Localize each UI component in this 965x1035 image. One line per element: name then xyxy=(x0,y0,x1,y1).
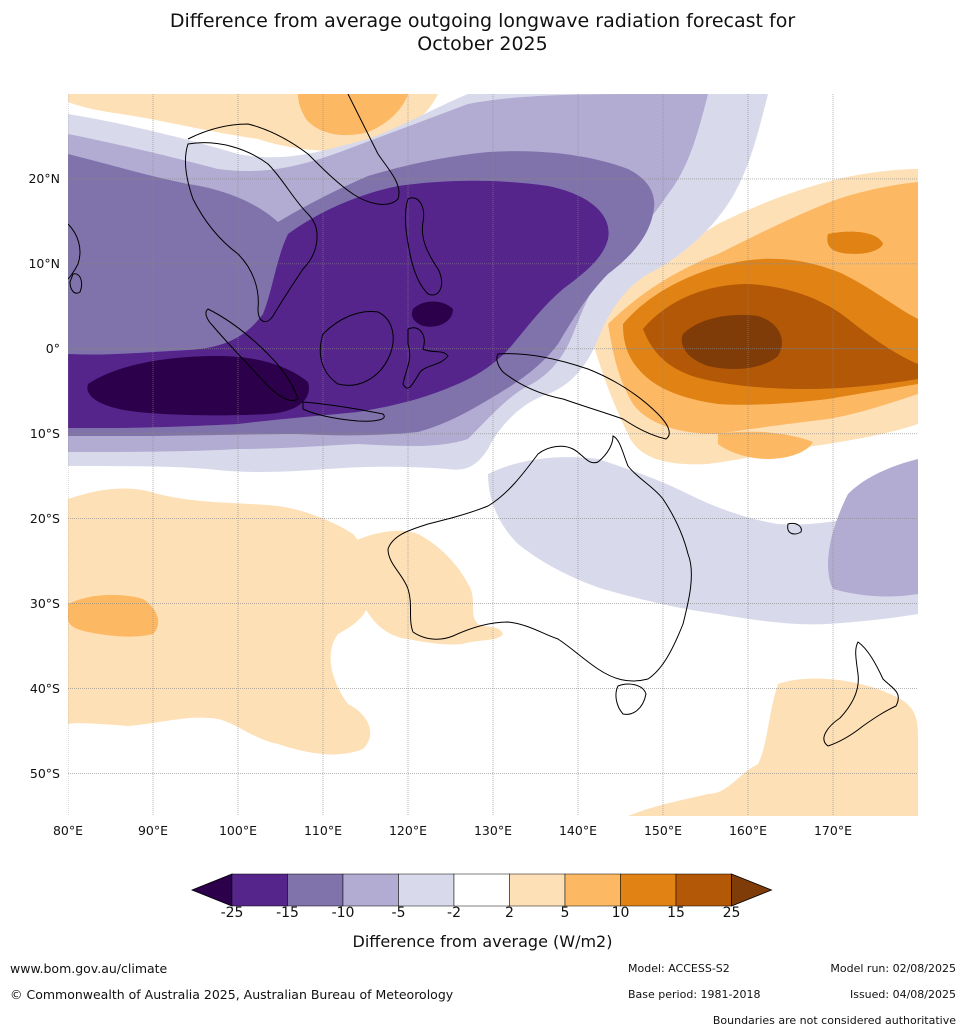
colorbar-label: Difference from average (W/m2) xyxy=(352,932,613,951)
longitude-label: 100°E xyxy=(218,823,257,838)
latitude-label: 10°S xyxy=(29,425,60,441)
anomaly-map xyxy=(68,94,918,816)
colorbar-segment xyxy=(342,873,399,907)
colorbar-tick-label: -2 xyxy=(447,905,461,921)
colorbar-segment xyxy=(509,873,566,907)
footer-disclaimer: Boundaries are not considered authoritat… xyxy=(712,1014,956,1027)
fiji-outline xyxy=(787,523,802,535)
australia-outline xyxy=(387,435,692,682)
colorbar-segment xyxy=(620,873,677,907)
colorbar-tick-label: 10 xyxy=(611,905,630,921)
contour-pos-5-10-coral xyxy=(718,431,813,459)
colorbar-tick-label: -15 xyxy=(276,905,299,921)
sri-lanka-outline xyxy=(69,273,83,294)
footer-website: www.bom.gov.au/climate xyxy=(10,961,168,976)
colorbar-tick-label: -10 xyxy=(331,905,355,921)
new-zealand-outline xyxy=(823,641,899,747)
contour-pos-10-15-north xyxy=(827,231,883,254)
footer-model: Model: ACCESS-S2 xyxy=(628,962,730,975)
longitude-label: 140°E xyxy=(558,823,597,838)
latitude-label: 50°S xyxy=(29,765,60,781)
colorbar-segment xyxy=(287,873,344,907)
contour-pos-5-10-north xyxy=(298,94,408,136)
india-tip-outline xyxy=(68,223,81,280)
contour-neg-25-sulawesi xyxy=(411,301,453,327)
longitude-label: 150°E xyxy=(643,823,682,838)
tasmania-outline xyxy=(615,683,647,715)
latitude-label: 0° xyxy=(45,340,60,356)
borneo-outline xyxy=(319,310,394,386)
colorbar-segment xyxy=(231,873,288,907)
colorbar-tick-label: 15 xyxy=(667,905,685,921)
longitude-label: 110°E xyxy=(303,823,342,838)
longitude-label: 80°E xyxy=(52,823,84,838)
sumatra-outline xyxy=(205,308,299,401)
contour-pos-2-5-aus-west xyxy=(348,530,503,645)
sulawesi-outline xyxy=(402,327,449,389)
contour-neg-5-10-south-pacific xyxy=(828,459,918,597)
footer-model-run: Model run: 02/08/2025 xyxy=(830,962,956,975)
new-guinea-outline xyxy=(496,353,670,440)
longitude-label: 170°E xyxy=(813,823,852,838)
colorbar xyxy=(190,873,773,907)
contour-pos-2-5-south-indian xyxy=(68,488,371,755)
colorbar-segment xyxy=(675,873,732,907)
colorbar-segment xyxy=(564,873,621,907)
latitude-label: 10°N xyxy=(28,255,60,271)
contour-neg-2-5-aus xyxy=(488,457,918,625)
footer-issued: Issued: 04/08/2025 xyxy=(849,988,956,1001)
chart-title: Difference from average outgoing longwav… xyxy=(0,10,965,56)
footer-base-period: Base period: 1981-2018 xyxy=(628,988,761,1001)
colorbar-extend-max xyxy=(731,873,773,907)
colorbar-tick-label: 5 xyxy=(560,905,570,921)
java-outline xyxy=(302,401,385,422)
colorbar-extend-min xyxy=(190,873,233,907)
contour-pos-25-pacific xyxy=(681,314,782,369)
philippines-outline xyxy=(404,197,443,296)
map-canvas xyxy=(68,94,918,816)
colorbar-tick-label: -25 xyxy=(220,905,244,921)
contour-layers xyxy=(68,94,918,816)
latitude-label: 40°S xyxy=(29,680,60,696)
asia-coast-outline xyxy=(187,94,400,205)
colorbar-tick-label: 25 xyxy=(722,905,741,921)
graticule xyxy=(68,94,918,816)
latitude-label: 20°N xyxy=(28,170,60,186)
latitude-label: 30°S xyxy=(29,595,60,611)
contour-pos-5-10-indian-south xyxy=(68,594,159,637)
title-line-1: Difference from average outgoing longwav… xyxy=(169,10,796,32)
longitude-label: 160°E xyxy=(728,823,767,838)
colorbar-tick-label: 2 xyxy=(505,905,514,921)
contour-pos-2-5-tasman xyxy=(628,678,918,816)
title-line-2: October 2025 xyxy=(417,33,548,55)
colorbar-segment xyxy=(453,873,510,907)
footer-copyright: © Commonwealth of Australia 2025, Austra… xyxy=(10,987,454,1002)
colorbar-segment xyxy=(398,873,455,907)
indochina-outline xyxy=(185,142,318,323)
longitude-label: 130°E xyxy=(473,823,512,838)
coastlines xyxy=(68,94,899,747)
longitude-label: 120°E xyxy=(388,823,427,838)
colorbar-tick-label: -5 xyxy=(391,905,406,921)
latitude-label: 20°S xyxy=(29,510,60,526)
longitude-label: 90°E xyxy=(137,823,169,838)
